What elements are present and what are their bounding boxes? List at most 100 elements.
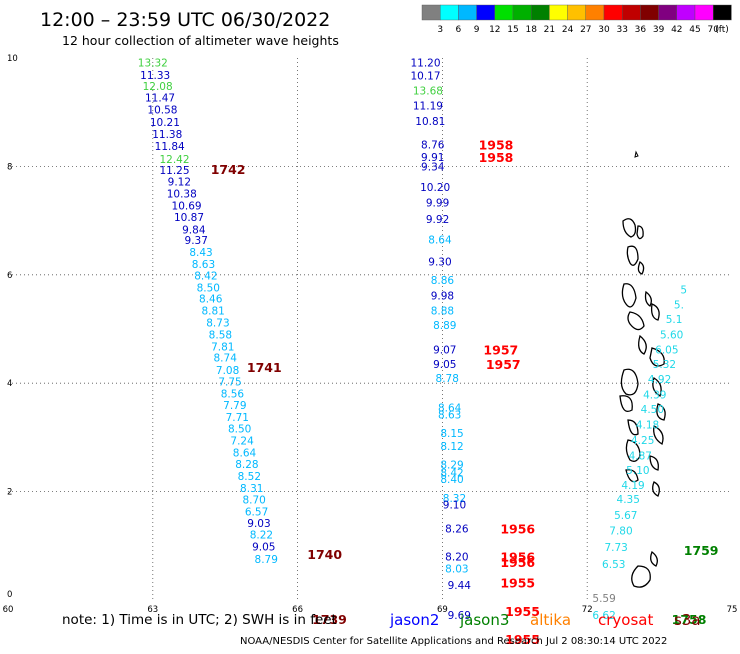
chart-subtitle: 12 hour collection of altimeter wave hei… [62, 33, 339, 48]
colorbar-label: 27 [580, 25, 591, 35]
swh-value: 8.86 [431, 275, 455, 287]
colorbar-label: 70 [707, 25, 719, 35]
swh-value: 8.79 [255, 554, 278, 566]
pass-time-label: 1739 [312, 612, 347, 627]
swh-value: 8.22 [250, 529, 273, 541]
swh-value: 7.81 [211, 341, 234, 353]
swh-value: 8.73 [206, 317, 229, 329]
swh-value: 8.03 [445, 564, 468, 576]
swh-value: 6.53 [602, 559, 625, 571]
colorbar-label: 18 [525, 25, 537, 35]
swh-value: 8.28 [235, 459, 258, 471]
swh-value: 6.62 [592, 610, 615, 622]
colorbar-label: 9 [474, 25, 480, 35]
y-tick-label: 6 [7, 271, 12, 281]
swh-value: 8.64 [233, 448, 257, 460]
swh-value: 8.88 [431, 306, 454, 318]
axes: 60 63 66 69 72 75 0 2 4 6 8 10 [3, 54, 738, 615]
swh-value: 4.25 [631, 435, 654, 447]
swh-value: 10.17 [410, 70, 440, 82]
satellite-legend: jason2 jason3 altika cryosat s3a [389, 611, 701, 629]
colorbar-swatch [640, 4, 659, 21]
swh-value: 6.05 [655, 345, 678, 357]
swh-value: 4.92 [648, 374, 671, 386]
x-tick-label: 69 [437, 605, 448, 615]
colorbar-unit: (ft) [715, 25, 729, 35]
swh-value: 7.79 [223, 400, 246, 412]
swh-value: 5.32 [653, 359, 676, 371]
pass-time-label: 1740 [307, 547, 342, 562]
satellite-legend-jason2: jason2 [389, 611, 439, 629]
swh-value: 11.33 [140, 70, 170, 82]
swh-value: 8.74 [214, 353, 238, 365]
colorbar-label: 3 [437, 25, 443, 35]
pass-labels: 1742174117401739195819581957195719561956… [211, 138, 719, 647]
swh-value: 8.50 [228, 424, 251, 436]
swh-value: 10.21 [150, 117, 180, 129]
colorbar-swatch [603, 4, 623, 21]
colorbar-label: 24 [562, 25, 574, 35]
swh-value: 5.67 [614, 510, 637, 522]
pass-time-label: 1958 [479, 150, 514, 165]
swh-value: 7.80 [609, 526, 632, 538]
swh-value: 5. [674, 300, 684, 312]
pass-time-label: 1957 [486, 357, 521, 372]
swh-value: 8.78 [436, 373, 459, 385]
pass-time-label: 1742 [211, 162, 246, 177]
swh-value: 8.31 [240, 483, 263, 495]
swh-value: 9.84 [182, 224, 206, 236]
swh-value: 5.10 [626, 465, 649, 477]
satellite-legend-altika: altika [530, 611, 571, 629]
swh-value: 8.70 [242, 495, 265, 507]
satellite-legend-jason3: jason3 [459, 611, 509, 629]
swh-value: 7.75 [218, 377, 241, 389]
swh-value: 8.29 [440, 460, 463, 472]
pass-time-label: 1955 [500, 576, 535, 591]
colorbar-label: 30 [598, 25, 610, 35]
colorbar: 3 6 9 12 15 18 21 24 27 30 33 36 39 42 45 70(ft) [421, 4, 732, 35]
swh-value: 8.43 [189, 247, 212, 259]
swh-value: 9.10 [443, 500, 466, 512]
colorbar-label: 21 [544, 25, 555, 35]
colorbar-swatch [694, 4, 714, 21]
swh-value: 11.84 [155, 141, 185, 153]
colorbar-swatch [713, 4, 732, 21]
swh-value: 8.26 [445, 523, 469, 535]
swh-value: 9.98 [431, 290, 454, 302]
swh-value: 11.20 [410, 57, 440, 69]
pass-time-label: 1955 [505, 632, 540, 647]
satellite-legend-s3a: s3a [674, 611, 701, 629]
colorbar-label: 33 [616, 25, 627, 35]
y-tick-label: 2 [7, 488, 12, 498]
swh-value: 8.32 [443, 493, 466, 505]
swh-value: 9.69 [448, 610, 471, 622]
colorbar-label: 6 [456, 25, 462, 35]
colorbar-swatch [585, 4, 605, 21]
swh-value: 8.63 [438, 410, 461, 422]
swh-value: 8.52 [238, 471, 261, 483]
colorbar-label: 36 [635, 25, 647, 35]
pass-time-label: 1957 [483, 343, 518, 358]
swh-value: 7.71 [226, 412, 249, 424]
swh-value: 7.73 [604, 542, 627, 554]
pass-time-label: 1958 [479, 138, 514, 153]
satellite-legend-cryosat: cryosat [598, 611, 653, 629]
colorbar-label: 42 [671, 25, 682, 35]
colorbar-swatch [676, 4, 696, 21]
swh-value: 8.12 [440, 441, 463, 453]
swh-value: 11.47 [145, 93, 175, 105]
y-tick-label: 10 [7, 54, 18, 64]
swh-value: 9.44 [448, 580, 472, 592]
y-tick-label: 8 [7, 162, 12, 172]
swh-value: 12.42 [159, 154, 189, 166]
x-tick-label: 72 [582, 605, 593, 615]
swh-value: 4.39 [643, 390, 666, 402]
swh-value: 9.05 [433, 359, 456, 371]
swh-value: 10.38 [167, 189, 197, 201]
colorbar-swatch [476, 4, 496, 21]
colorbar-label: 45 [689, 25, 700, 35]
swh-value: 8.64 [428, 235, 452, 247]
swh-value: 9.92 [426, 214, 449, 226]
swh-value: 9.07 [433, 345, 456, 357]
